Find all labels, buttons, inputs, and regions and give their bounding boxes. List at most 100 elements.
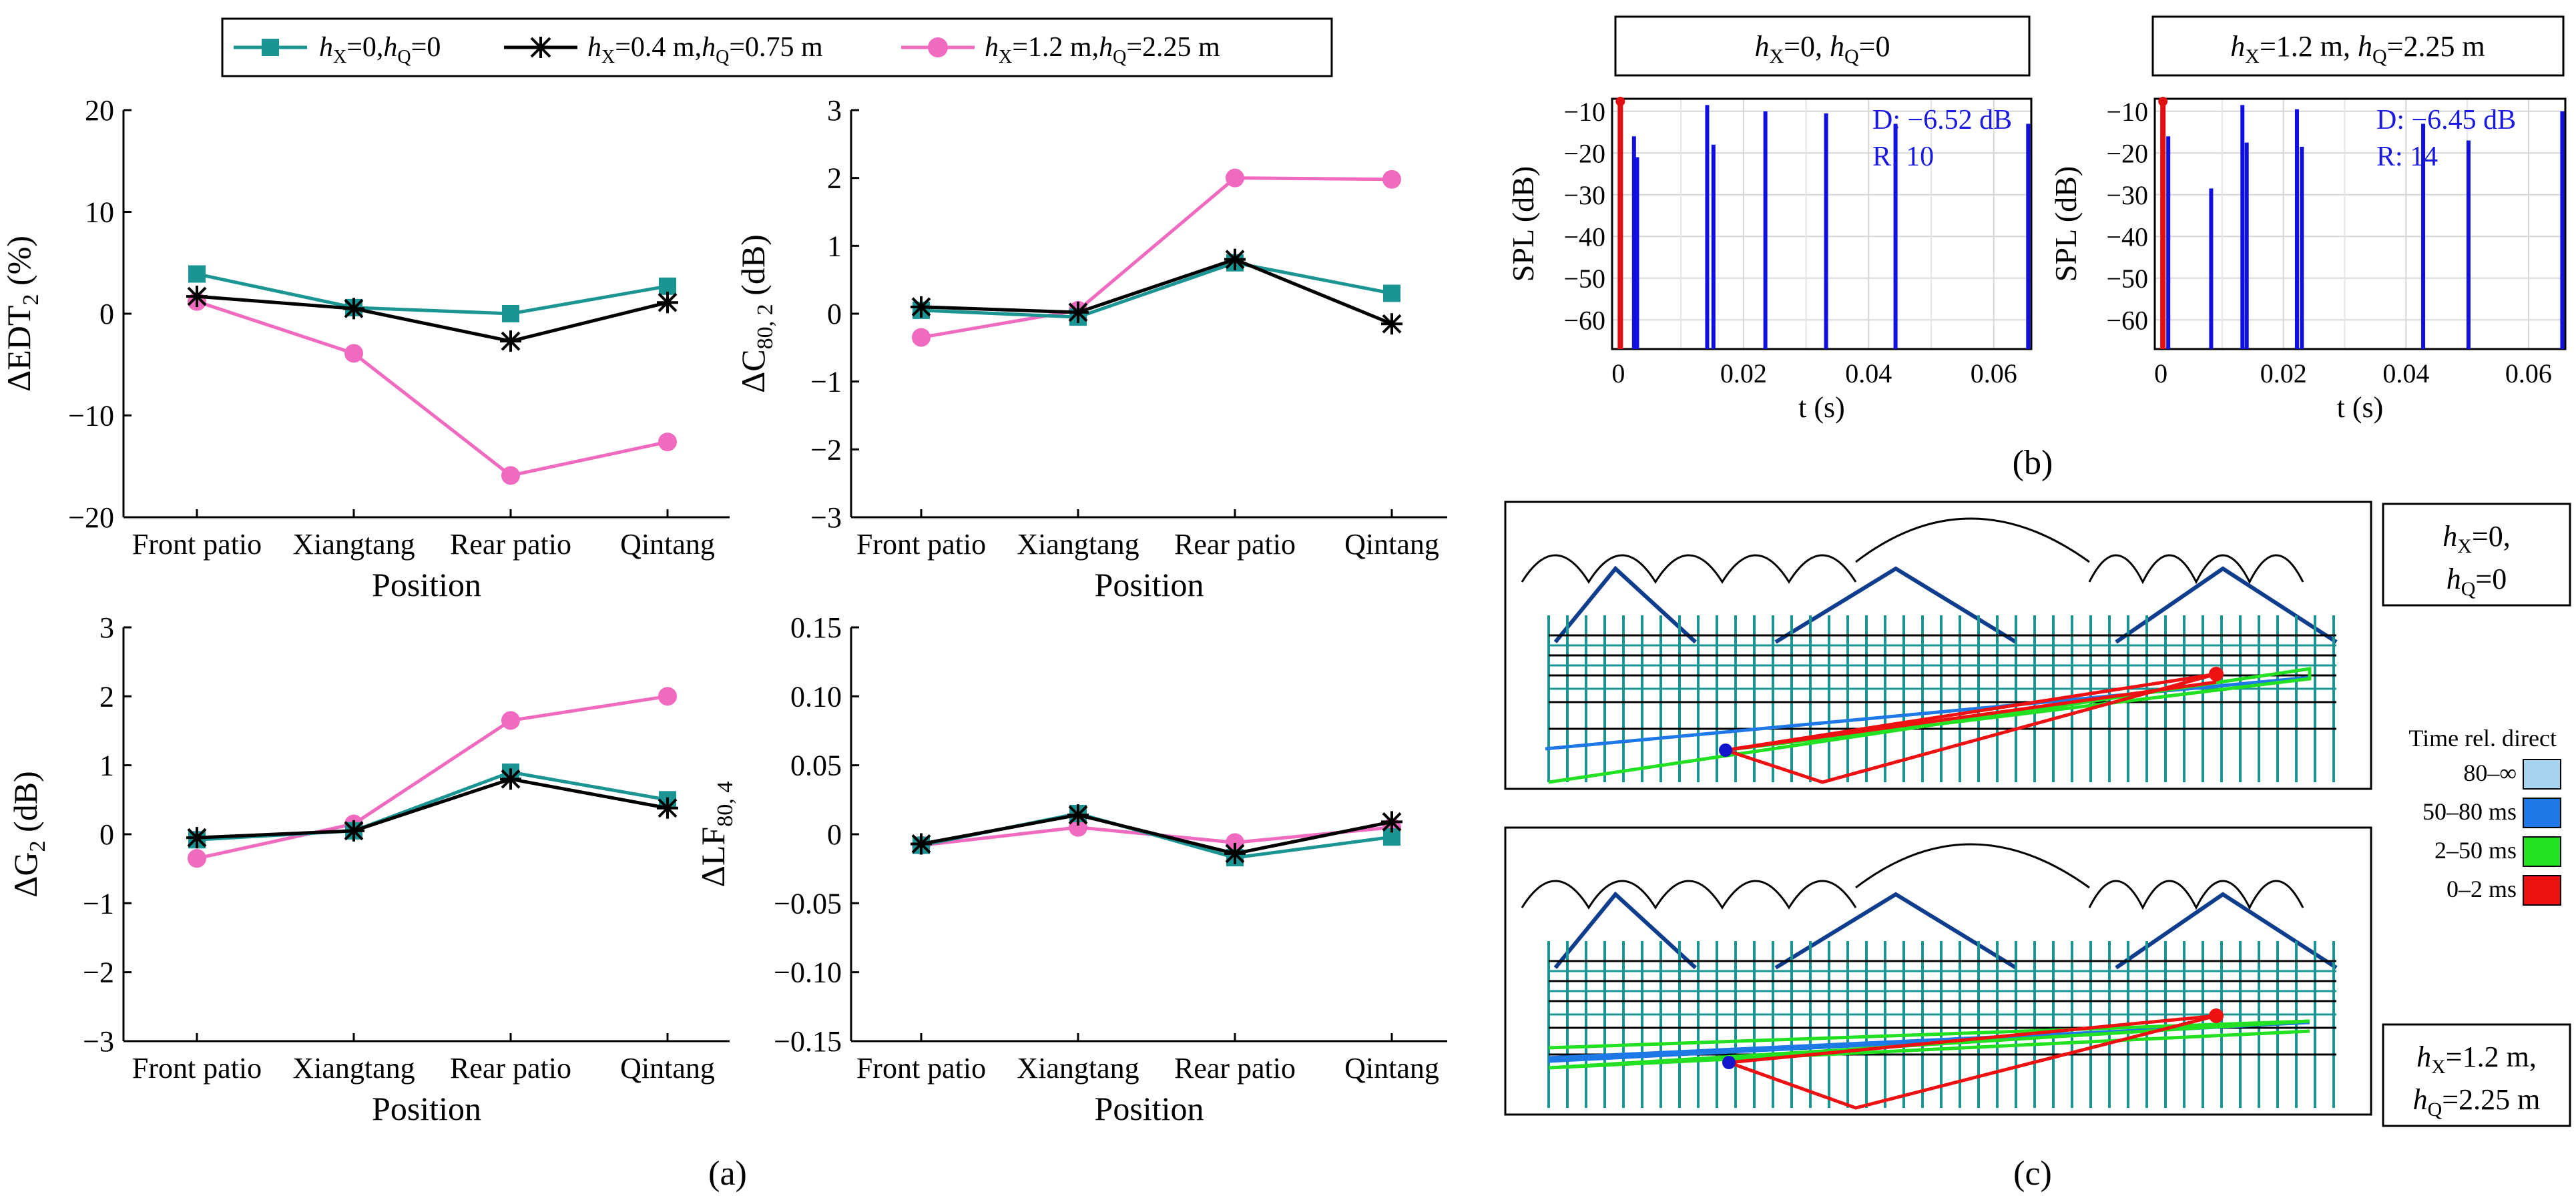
ray-early [1548,667,2312,784]
gable-roof [1774,566,2017,644]
chart-delta-edt: 20 10 0 −10 −20 Front patio Xiangtang Rear pati… [0,94,730,603]
reflection-bars [2160,101,2565,349]
y-axis-label-main: ΔLF [694,827,732,888]
eave-curve [1521,880,1857,910]
data-point-asterisk [343,298,364,320]
y-tick-label: −10 [2106,97,2148,127]
raytrace-top-hx: 0 [2489,520,2503,553]
y-tick-label: −30 [2106,180,2148,210]
series-line-3 [921,176,1392,340]
y-tick-label: 0 [99,298,114,330]
y-tick-label: −0.15 [774,1025,842,1058]
x-tick-label: 0.06 [2505,358,2552,388]
y-tick-label: −0.10 [774,956,842,989]
x-tick-label: Qintang [1344,528,1439,561]
x-tick-label: Qintang [1344,1052,1439,1085]
time-legend: Time rel. direct 80–∞ 50–80 ms 2–50 ms 0–2 … [2408,725,2561,906]
y-axis-label: ΔLF80, 4 [694,782,738,888]
receiver-point [2209,667,2224,681]
data-point-circle [501,466,520,485]
data-point-asterisk [911,833,932,855]
data-point-square [1383,284,1400,302]
svg-text:hX=1.2 m,hQ=2.25 m: hX=1.2 m,hQ=2.25 m [985,32,1220,67]
x-tick-label: Xiangtang [1017,1052,1139,1085]
square-marker-icon [262,39,279,56]
y-tick-label: −30 [1563,180,1605,210]
x-tick-label: 0.04 [2382,358,2429,388]
eave-curve [2088,880,2304,910]
y-axis-label: ΔC80, 2 (dB) [734,234,778,393]
raytrace-label-bottom: hX=1.2 m, hQ=2.25 m [2382,1023,2571,1127]
x-tick-label: 0.06 [1971,358,2017,388]
plot-frame [1611,97,2033,350]
x-tick-label: Rear patio [1174,1052,1296,1085]
y-tick-label: 1 [99,749,114,782]
raytrace-diagrams [1504,501,2372,1116]
data-point-circle [912,328,931,347]
series-line-3 [196,694,668,860]
circle-marker-icon [928,37,948,57]
gable-roof [1774,892,2017,970]
time-legend-label: 50–80 ms [2422,798,2517,825]
panel-label-c: (c) [2013,1155,2052,1193]
x-tick-label: 0 [1611,358,1625,388]
y-axis-label-sub: 2 [25,840,50,852]
y-tick-label: −3 [83,1025,114,1058]
data-point-asterisk [186,286,208,308]
x-tick-label: Front patio [132,1052,262,1085]
direct-sound-marker [2158,97,2168,106]
data-point-asterisk [500,330,521,352]
data-point-asterisk [1067,804,1089,826]
ir1-title-hx: 0 [1800,30,1815,63]
y-tick-label: −50 [1563,264,1605,294]
x-axis-label: t (s) [2337,391,2384,424]
data-point-asterisk [657,292,678,314]
x-tick-label: Qintang [620,1052,715,1085]
x-tick-label: Rear patio [1174,528,1296,561]
gable-roof [1553,891,1698,970]
raytrace-label-top: hX=0, hQ=0 [2382,503,2571,607]
gable-roof [1553,565,1698,644]
y-axis-label-main: ΔC [734,349,772,393]
data-point-circle [658,687,677,706]
data-point-asterisk [1224,248,1246,270]
y-tick-label: 3 [827,94,842,127]
x-axis-label: Position [1095,1090,1204,1127]
legend-3-hx: 1.2 m [1028,32,1092,63]
annotation-direct: D: −6.45 dB [2376,105,2516,135]
source-point [1722,1056,1736,1069]
y-axis-label-main: ΔEDT [0,306,37,392]
data-point-asterisk [1381,811,1402,833]
y-axis-label: SPL (dB) [2049,166,2083,282]
panel-label-a: (a) [708,1155,747,1193]
legend-entry-2: hX=0.4 m,hQ=0.75 m [504,32,823,67]
x-axis-label: t (s) [1798,391,1845,424]
series-line-3 [196,300,668,478]
data-point-square [188,265,206,283]
annotation-reflections: R: 14 [2376,141,2438,172]
y-tick-label: −1 [810,366,842,398]
y-axis-label-unit: (%) [0,236,37,294]
series-line-2 [921,257,1392,326]
y-tick-label: −40 [1563,222,1605,252]
data-point-circle [658,432,677,452]
x-tick-label: 0.04 [1845,358,1892,388]
legend-2-hq: 0.75 m [745,32,823,63]
y-tick-label: −3 [810,501,842,534]
ir1-title-hq: 0 [1876,30,1890,63]
x-tick-label: 0.02 [2260,358,2307,388]
x-tick-label: Front patio [856,528,986,561]
svg-text:hQ=0: hQ=0 [2446,563,2507,600]
ir2-title-hx: 1.2 m [2276,30,2343,63]
data-point-square [502,305,519,322]
gable-roof [2115,892,2338,970]
ray-direct [1728,1014,2217,1110]
annotation-direct: D: −6.52 dB [1872,105,2012,135]
y-axis-label-main: ΔG [7,852,44,897]
data-point-asterisk [1381,313,1402,335]
y-tick-label: 10 [85,196,114,229]
gable-roof [2115,566,2338,644]
roof-arch [1855,517,2090,563]
data-point-asterisk [1224,842,1246,864]
y-tick-label: −50 [2106,264,2148,294]
